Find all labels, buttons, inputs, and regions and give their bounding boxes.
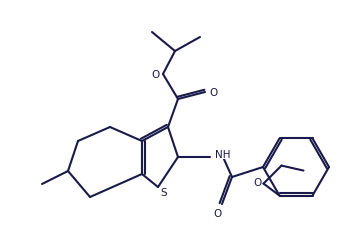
Text: O: O [209,88,217,98]
Text: S: S [161,187,167,197]
Text: O: O [253,177,262,187]
Text: O: O [213,208,221,218]
Text: O: O [151,70,159,80]
Text: NH: NH [215,150,231,159]
